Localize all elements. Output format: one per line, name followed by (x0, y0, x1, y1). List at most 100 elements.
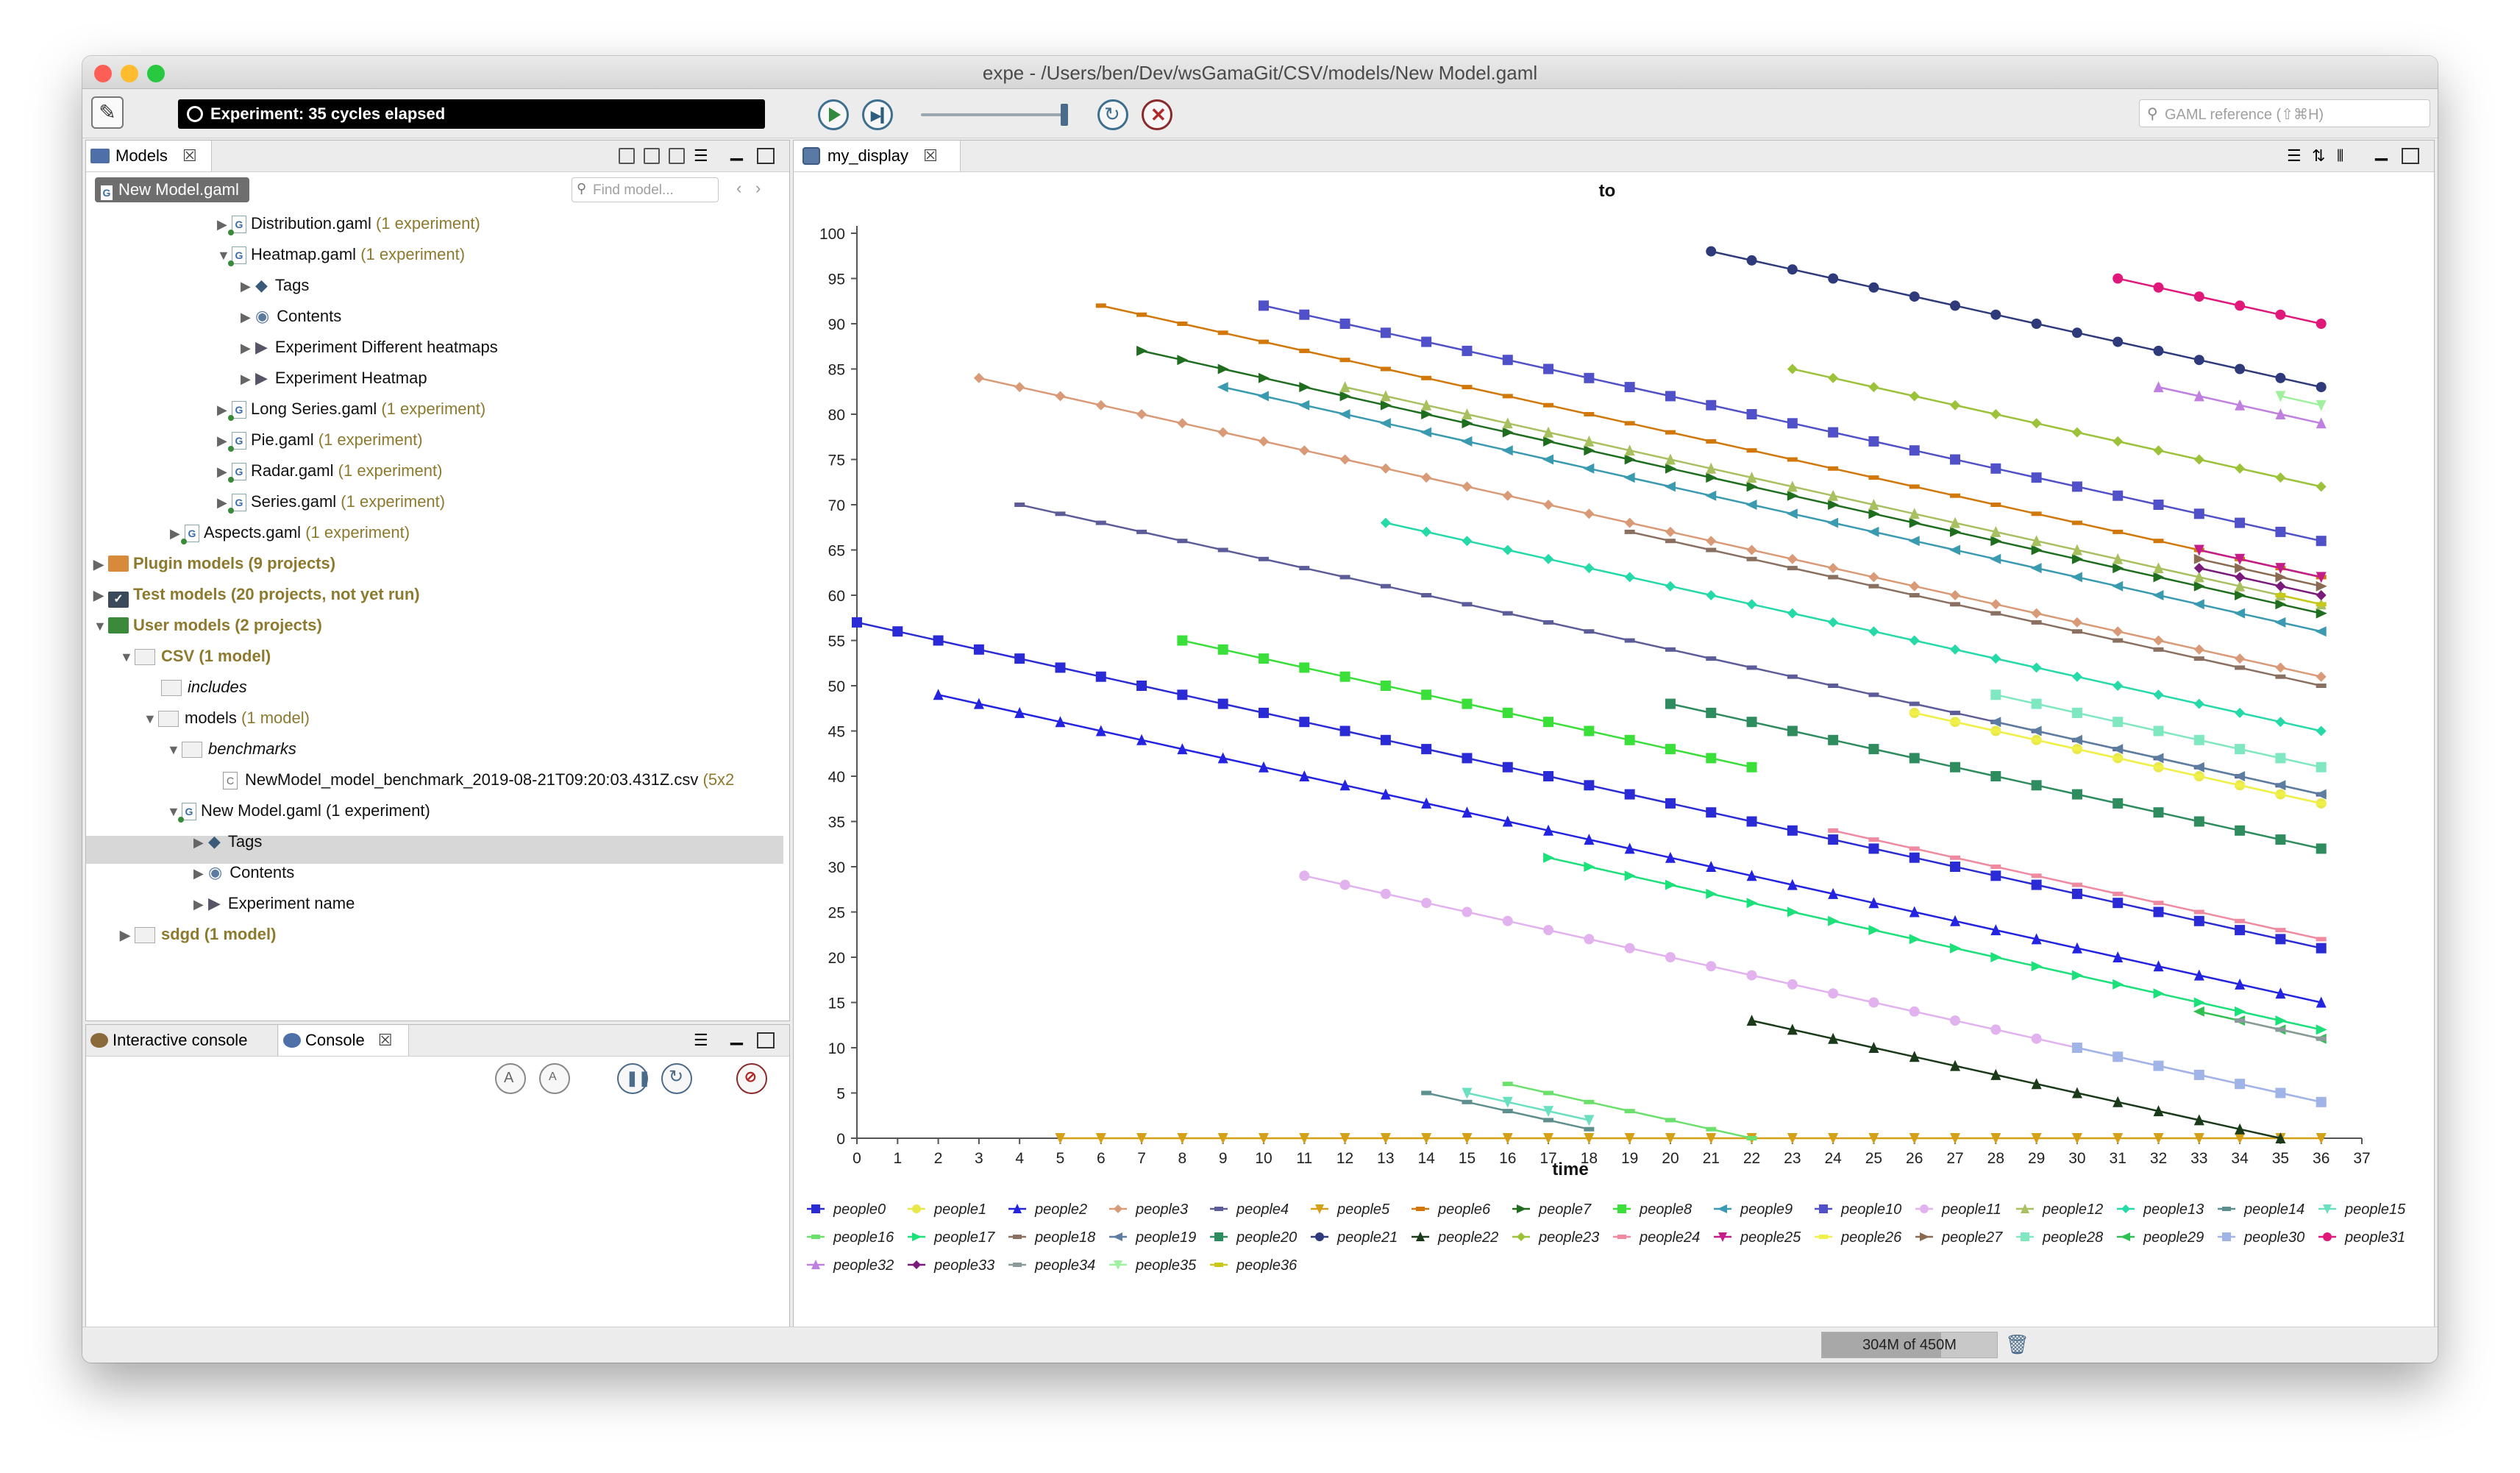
expand-arrow-icon[interactable]: ▶ (217, 495, 227, 510)
data-point (2235, 1123, 2246, 1135)
minimize-icon[interactable]: ▁ (2375, 142, 2388, 160)
expand-arrow-icon[interactable]: ▶ (193, 835, 204, 850)
expand-arrow-icon[interactable]: ▶ (217, 433, 227, 448)
tree-row-benchmarks[interactable]: ▼ benchmarks (167, 735, 296, 763)
minimize-window-button[interactable] (121, 65, 138, 82)
tree-row-experiment-different-heatmaps[interactable]: ▶ ▶ Experiment Different heatmaps (241, 333, 498, 361)
expand-arrow-icon[interactable]: ▶ (217, 217, 227, 232)
play-button[interactable] (818, 99, 849, 130)
expand-arrow-icon[interactable]: ▶ (217, 402, 227, 417)
tree-row-new-model-contents[interactable]: ▶ ◉ Contents (193, 859, 294, 887)
gaml-reference-search[interactable]: ⚲ GAML reference (⇧⌘H) (2139, 99, 2430, 127)
stop-button[interactable]: ✕ (1142, 99, 1172, 130)
close-window-button[interactable] (94, 65, 112, 82)
maximize-icon[interactable] (757, 1032, 775, 1048)
close-tab-icon[interactable]: ☒ (923, 146, 938, 165)
maximize-icon[interactable] (2402, 148, 2419, 164)
x-tick-label: 22 (1743, 1150, 1760, 1167)
tree-row-tags[interactable]: ▶ ◆ Tags (241, 271, 309, 299)
maximize-icon[interactable] (757, 148, 775, 164)
speed-slider-thumb[interactable] (1061, 104, 1068, 126)
tree-row-new-model[interactable]: ▼ G New Model.gaml (1 experiment) (167, 797, 430, 825)
tab-my-display[interactable]: my_display ☒ (794, 141, 961, 171)
display-menu-icon[interactable]: ☰ (2287, 146, 2302, 165)
data-point (1868, 508, 1880, 519)
decrease-font-button[interactable]: A (539, 1063, 570, 1094)
data-point (1990, 865, 2001, 869)
pause-console-button[interactable]: ❚❚ (617, 1063, 651, 1094)
zoom-window-button[interactable] (147, 65, 165, 82)
expand-arrow-icon[interactable]: ▶ (93, 588, 104, 603)
expand-all-icon[interactable] (669, 148, 685, 164)
tree-row-user-models[interactable]: ▼ User models (2 projects) (93, 611, 322, 639)
expand-arrow-icon[interactable]: ▶ (193, 866, 204, 881)
collapse-arrow-icon[interactable]: ▼ (167, 804, 180, 819)
tree-row-new-model-tags[interactable]: ▶ ◆ Tags (193, 828, 262, 856)
current-model-chip[interactable]: G New Model.gaml (95, 177, 249, 202)
collapse-arrow-icon[interactable]: ▼ (217, 248, 230, 263)
expand-arrow-icon[interactable]: ▶ (241, 341, 251, 355)
step-button[interactable]: ▶▎ (862, 99, 893, 130)
edit-icon[interactable]: ✎ (91, 96, 124, 129)
link-editor-icon[interactable] (619, 148, 635, 164)
speed-slider[interactable] (921, 113, 1068, 116)
increase-font-button[interactable]: A (495, 1063, 526, 1094)
disable-console-button[interactable]: ⊘ (736, 1063, 767, 1094)
clear-console-button[interactable]: ↻ (661, 1063, 692, 1094)
close-tab-icon[interactable]: ☒ (377, 1031, 393, 1049)
filter-icon[interactable]: ☰ (694, 1031, 708, 1049)
filter-icon[interactable]: ☰ (694, 146, 708, 165)
close-tab-icon[interactable]: ☒ (182, 146, 197, 165)
data-point (2113, 717, 2124, 728)
tree-row-benchmark-csv[interactable]: C NewModel_model_benchmark_2019-08-21T09:… (223, 766, 734, 794)
tree-row-experiment-name[interactable]: ▶ ▶ Experiment name (193, 890, 355, 917)
find-model-input[interactable]: ⚲ Find model... (572, 177, 719, 202)
tree-row-includes[interactable]: includes (161, 673, 247, 701)
collapse-arrow-icon[interactable]: ▼ (167, 742, 180, 757)
data-point (1299, 770, 1310, 781)
collapse-arrow-icon[interactable]: ▼ (143, 711, 157, 726)
collapse-arrow-icon[interactable]: ▼ (93, 619, 107, 633)
data-point (2113, 336, 2124, 347)
expand-arrow-icon[interactable]: ▶ (120, 928, 130, 943)
tab-console[interactable]: Console ☒ (279, 1025, 409, 1056)
reload-button[interactable]: ↻ (1097, 99, 1128, 130)
legend-marker (1416, 1232, 1425, 1241)
expand-arrow-icon[interactable]: ▶ (241, 372, 251, 386)
tree-row-experiment-heatmap[interactable]: ▶ ▶ Experiment Heatmap (241, 364, 427, 392)
tree-row-series[interactable]: ▶ G Series.gaml (1 experiment) (217, 488, 445, 516)
sync-icon[interactable]: ⇅ (2312, 146, 2326, 165)
collapse-all-icon[interactable] (644, 148, 660, 164)
minimize-icon[interactable]: ▁ (730, 1026, 743, 1045)
layout-icon[interactable]: ⫴ (2337, 146, 2344, 165)
expand-arrow-icon[interactable]: ▶ (241, 279, 251, 294)
tree-row-radar[interactable]: ▶ G Radar.gaml (1 experiment) (217, 457, 442, 485)
tree-row-long-series[interactable]: ▶ G Long Series.gaml (1 experiment) (217, 395, 485, 423)
tree-row-distribution[interactable]: ▶ G Distribution.gaml (1 experiment) (217, 210, 480, 238)
minimize-icon[interactable]: ▁ (730, 142, 743, 160)
tree-row-csv[interactable]: ▼ CSV (1 model) (120, 642, 271, 670)
expand-arrow-icon[interactable]: ▶ (93, 557, 104, 572)
data-point (1299, 309, 1310, 320)
back-icon[interactable]: ‹ (736, 179, 742, 197)
forward-icon[interactable]: › (755, 179, 761, 197)
tree-row-heatmap[interactable]: ▼ G Heatmap.gaml (1 experiment) (217, 241, 465, 269)
tree-row-plugin-models[interactable]: ▶ Plugin models (9 projects) (93, 550, 335, 578)
collapse-arrow-icon[interactable]: ▼ (120, 650, 133, 664)
expand-arrow-icon[interactable]: ▶ (241, 310, 251, 324)
tree-row-sdgd[interactable]: ▶ sdgd (1 model) (120, 920, 276, 948)
tree-row-pie[interactable]: ▶ G Pie.gaml (1 experiment) (217, 426, 423, 454)
memory-indicator[interactable]: 304M of 450M (1821, 1332, 1998, 1358)
tab-interactive-console[interactable]: Interactive console (86, 1025, 278, 1056)
data-point (1950, 1060, 1961, 1071)
tree-row-models-folder[interactable]: ▼ models (1 model) (143, 704, 310, 732)
expand-arrow-icon[interactable]: ▶ (170, 526, 180, 541)
expand-arrow-icon[interactable]: ▶ (217, 464, 227, 479)
tree-row-contents[interactable]: ▶ ◉ Contents (241, 302, 341, 330)
tab-models[interactable]: Models ☒ (86, 141, 212, 171)
data-point (1868, 925, 1880, 936)
tree-row-test-models[interactable]: ▶ ✓ Test models (20 projects, not yet run) (93, 581, 420, 608)
tree-row-aspects[interactable]: ▶ G Aspects.gaml (1 experiment) (170, 519, 410, 547)
trash-icon[interactable]: 🗑 (2005, 1333, 2030, 1355)
expand-arrow-icon[interactable]: ▶ (193, 897, 204, 912)
